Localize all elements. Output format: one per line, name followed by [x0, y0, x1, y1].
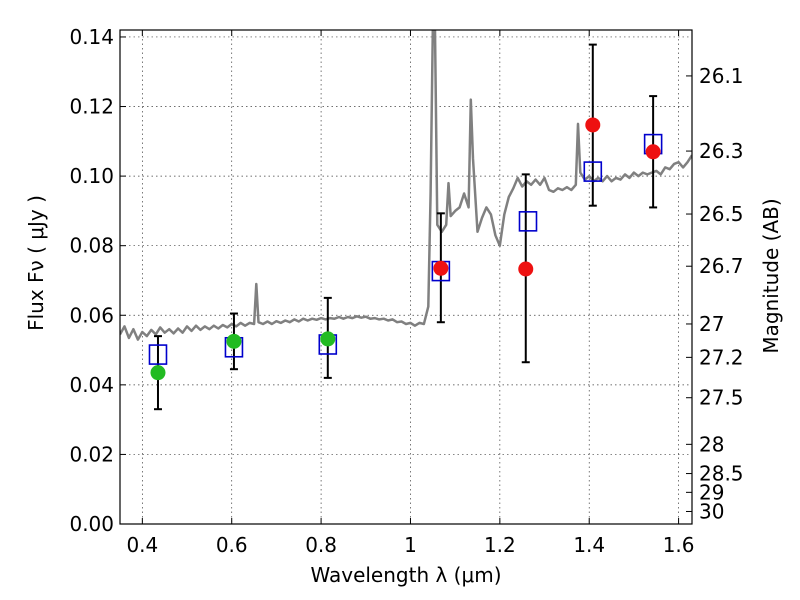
y2-tick-label: 28 — [699, 432, 724, 456]
photometry-point — [585, 117, 601, 133]
y-tick-label: 0.08 — [69, 234, 114, 258]
y-tick-label: 0.10 — [69, 164, 114, 188]
y-tick-label: 0.04 — [69, 373, 114, 397]
photometry-point — [518, 261, 534, 277]
photometry-layer — [148, 43, 663, 411]
y2-tick-label: 26.1 — [699, 64, 744, 88]
y2-tick-label: 27.2 — [699, 345, 744, 369]
plot-frame — [119, 29, 693, 525]
photometry-point — [433, 260, 449, 276]
y2-tick-label: 27.5 — [699, 386, 744, 410]
y-tick-label: 0.12 — [69, 95, 114, 119]
spectrum-layer — [120, 30, 692, 341]
axis-ticks: 0.4 0.6 0.8 1 1.2 1.4 1.6 0.00 0.02 0.04 0.06 0.08 0… — [69, 25, 743, 557]
x-tick-label: 1 — [404, 533, 417, 557]
y-axis-title: Flux Fν ( μJy ) — [24, 195, 48, 331]
photometry-point — [645, 144, 661, 160]
x-tick-label: 0.6 — [216, 533, 248, 557]
y2-tick-label: 30 — [699, 499, 724, 523]
x-tick-label: 0.4 — [126, 533, 158, 557]
y-tick-label: 0.02 — [69, 442, 114, 466]
photometry-point — [320, 331, 336, 347]
y-tick-label: 0.14 — [69, 25, 114, 49]
photometry-point — [226, 333, 242, 349]
model-square-marker — [148, 344, 168, 365]
y2-tick-label: 26.3 — [699, 139, 744, 163]
y2-tick-label: 28.5 — [699, 462, 744, 486]
photometry-point — [150, 365, 166, 381]
model-square-marker — [518, 211, 538, 232]
y2-tick-label: 27 — [699, 312, 724, 336]
y2-tick-label: 26.5 — [699, 202, 744, 226]
y2-tick-label: 29 — [699, 480, 724, 504]
x-tick-label: 1.2 — [484, 533, 516, 557]
y2-axis-title: Magnitude (AB) — [759, 198, 783, 353]
model-square-marker — [583, 161, 603, 182]
y-tick-label: 0.00 — [69, 512, 114, 536]
x-tick-label: 1.6 — [663, 533, 695, 557]
y2-tick-label: 26.7 — [699, 254, 744, 278]
grid — [120, 30, 692, 525]
y-tick-label: 0.06 — [69, 303, 114, 327]
x-tick-label: 1.4 — [573, 533, 605, 557]
x-axis-title: Wavelength λ (μm) — [310, 563, 501, 587]
x-tick-label: 0.8 — [305, 533, 337, 557]
spectrum-line — [120, 30, 692, 341]
